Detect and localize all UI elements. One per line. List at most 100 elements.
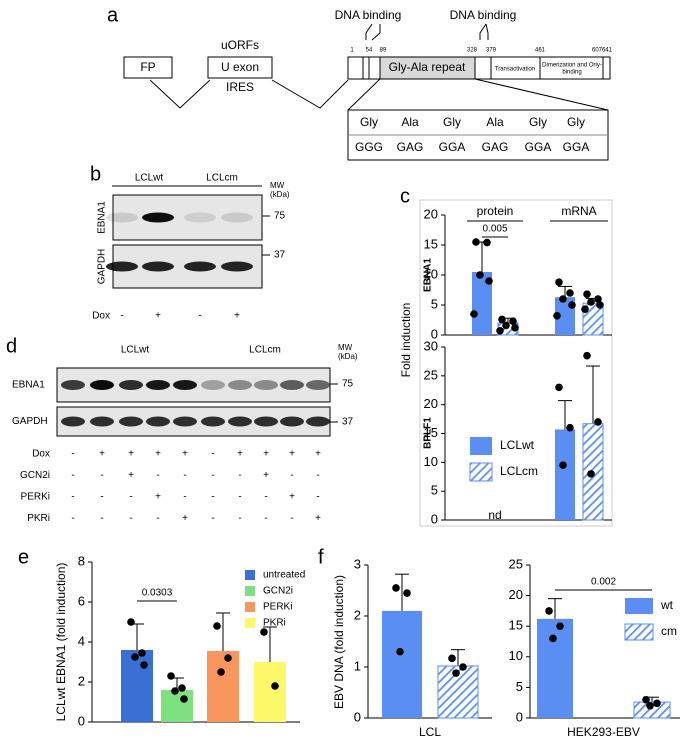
y-tick-label: 5 — [431, 296, 438, 311]
treatment-sign: + — [234, 311, 240, 322]
legend-label: PERKi — [263, 602, 292, 613]
band — [61, 380, 85, 390]
legend-swatch — [245, 570, 255, 580]
treatment-sign: - — [100, 470, 103, 481]
label: U exon — [221, 60, 259, 74]
legend-label: wt — [660, 598, 674, 612]
y-tick-label: 0 — [78, 713, 85, 728]
y-tick-label: 15 — [509, 618, 523, 633]
row-label: GAPDH — [12, 416, 48, 427]
band — [254, 380, 278, 390]
data-point — [178, 684, 186, 692]
position: 54 — [366, 48, 373, 54]
data-point — [642, 695, 650, 704]
domain-label: Transactivation — [495, 67, 535, 73]
data-point — [549, 634, 557, 643]
data-point — [213, 622, 221, 630]
marker: 37 — [342, 417, 354, 428]
marker: 75 — [342, 379, 354, 390]
treatment-label: Dox — [92, 311, 110, 322]
amino-acid: Ala — [486, 115, 504, 129]
y-axis-label: Fold induction — [399, 303, 413, 378]
data-point — [131, 653, 139, 661]
band — [119, 416, 143, 427]
amino-acid: Ala — [401, 115, 419, 129]
position: 1 — [350, 48, 354, 54]
label: IRES — [226, 80, 254, 94]
mw-label: (kDa) — [270, 190, 290, 199]
panel-letter: d — [6, 335, 17, 357]
data-point — [171, 687, 179, 695]
data-point — [498, 315, 506, 324]
treatment-label: PERKi — [21, 492, 50, 503]
y-tick-label: 15 — [424, 236, 438, 251]
treatment-sign: - — [290, 513, 293, 524]
treatment-sign: - — [316, 492, 319, 503]
treatment-label: Dox — [32, 449, 50, 460]
y-tick-label: 20 — [509, 587, 523, 602]
significance-label: 0.002 — [591, 577, 616, 588]
data-point — [502, 321, 510, 330]
band — [254, 416, 278, 427]
position: 607 — [592, 48, 603, 54]
amino-acid: Gly — [443, 115, 461, 129]
treatment-sign: + — [289, 449, 295, 460]
legend-label: untreated — [263, 570, 305, 581]
amino-acid: Gly — [529, 115, 547, 129]
band — [221, 212, 253, 223]
data-point — [587, 298, 595, 306]
group-label: LCLwt — [121, 345, 150, 356]
band — [90, 416, 114, 427]
panel-letter: e — [18, 546, 29, 568]
band — [184, 212, 216, 223]
data-point — [403, 589, 411, 597]
band — [306, 380, 330, 390]
panel-letter: b — [90, 163, 101, 185]
treatment-sign: - — [238, 513, 241, 524]
band — [119, 380, 143, 390]
y-axis-label: BPLF1 — [423, 417, 434, 449]
band — [142, 212, 174, 223]
treatment-sign: + — [263, 449, 269, 460]
y-tick-label: 5 — [431, 483, 438, 498]
data-point — [566, 289, 574, 297]
data-point — [594, 295, 602, 303]
splice-line — [271, 79, 349, 109]
legend-swatch — [625, 598, 653, 614]
position: 461 — [535, 48, 546, 54]
band — [146, 416, 170, 427]
y-tick-label: 5 — [516, 679, 523, 694]
y-tick-label: 25 — [424, 367, 438, 382]
y-tick-label: 20 — [424, 396, 438, 411]
category-label: HEK293-EBV — [567, 725, 640, 739]
legend-swatch — [470, 437, 492, 455]
data-point — [459, 663, 467, 671]
y-tick-label: 30 — [424, 338, 438, 353]
legend-label: PKRi — [263, 618, 286, 629]
y-tick-label: 2 — [78, 673, 85, 688]
amino-acid: Gly — [360, 115, 378, 129]
data-point — [485, 277, 493, 285]
data-point — [594, 418, 602, 426]
treatment-sign: - — [211, 470, 214, 481]
zoom-line — [347, 78, 381, 111]
y-tick-label: 4 — [78, 633, 85, 648]
y-tick-label: 8 — [78, 553, 85, 568]
treatment-sign: + — [289, 492, 295, 503]
treatment-sign: - — [238, 492, 241, 503]
y-tick-label: 0 — [431, 326, 438, 341]
treatment-sign: - — [71, 513, 74, 524]
band — [221, 261, 253, 272]
mw-label: (kDa) — [338, 352, 358, 361]
treatment-sign: + — [237, 449, 243, 460]
data-point — [260, 628, 268, 636]
treatment-sign: - — [211, 492, 214, 503]
treatment-sign: - — [264, 492, 267, 503]
data-point — [127, 618, 135, 626]
treatment-sign: - — [100, 492, 103, 503]
data-point — [583, 290, 591, 299]
data-point — [556, 622, 564, 630]
fp-box — [123, 56, 173, 79]
label: uORFs — [221, 38, 259, 52]
